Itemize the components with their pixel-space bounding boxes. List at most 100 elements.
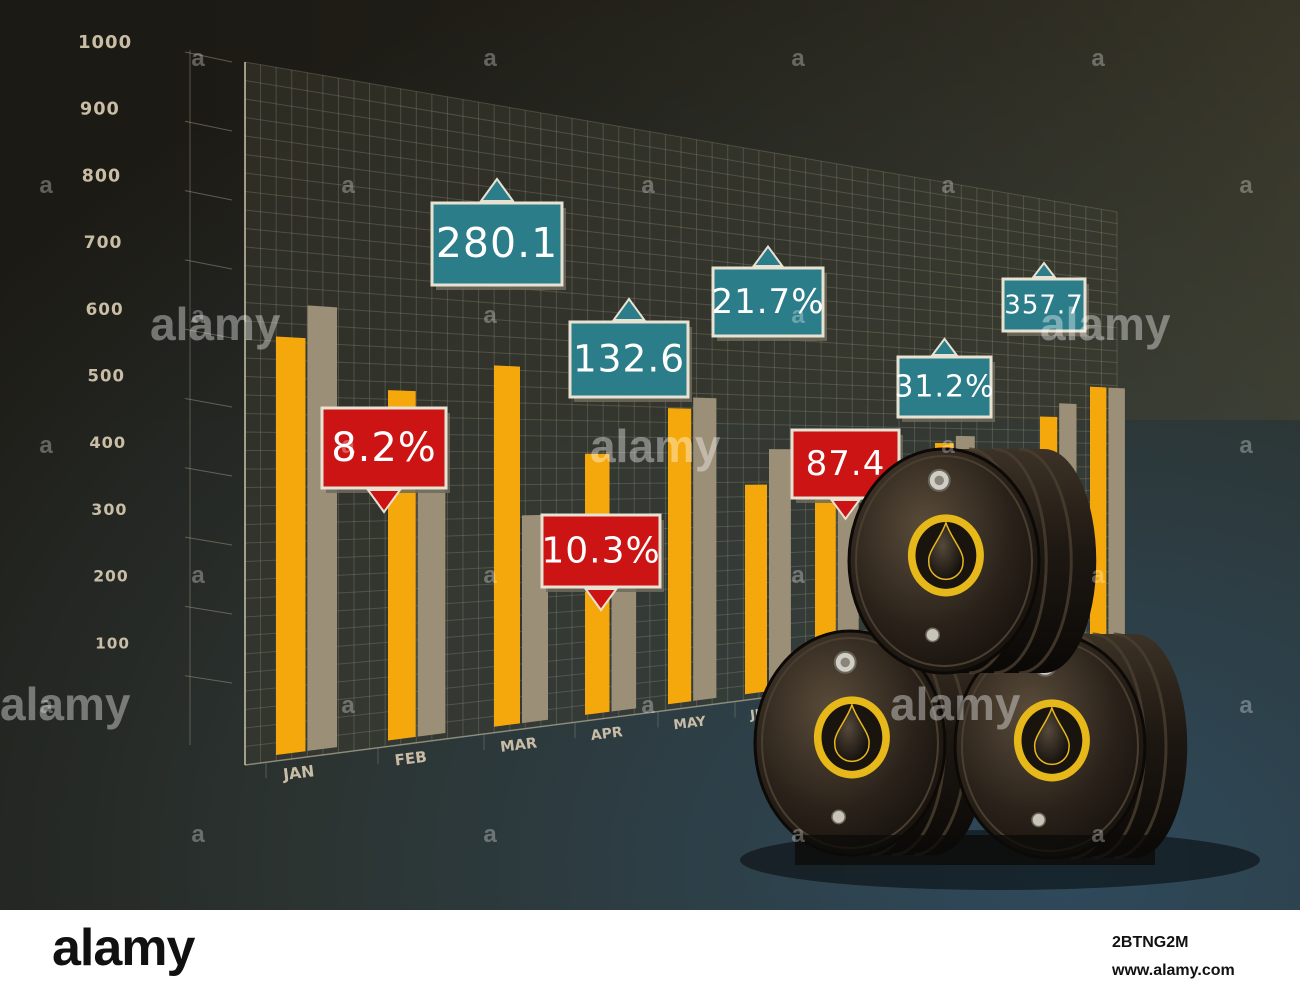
watermark-mark: a	[191, 302, 205, 329]
callout-value: 280.1	[436, 219, 558, 267]
watermark-mark: a	[191, 45, 205, 72]
watermark-mark: a	[341, 692, 355, 719]
bar-series-2	[417, 453, 446, 737]
x-category-label: FEB	[394, 748, 428, 770]
footer-url: www.alamy.com	[1112, 962, 1235, 979]
watermark-mark: a	[641, 172, 655, 199]
barrel-stand	[795, 835, 1155, 865]
callout-up: 31.2%	[894, 337, 995, 422]
oil-price-chart: 100 200 300 400 500 600 700 800 900 1000 JAN FEB MA…	[0, 0, 1300, 910]
y-tick-mark	[184, 536, 233, 546]
watermark-mark: a	[341, 172, 355, 199]
y-tick-mark	[184, 467, 233, 477]
grid-line	[244, 154, 1118, 271]
grid-line	[244, 228, 1118, 317]
oil-barrel-icon	[753, 629, 988, 857]
callout-box	[1001, 277, 1087, 333]
grid-line	[244, 80, 1118, 225]
watermark-mark: a	[39, 172, 53, 199]
arrow-down-icon	[583, 588, 619, 612]
arrow-up-icon	[611, 297, 647, 321]
arrow-up-icon	[1031, 261, 1057, 278]
callout-up: 357.7	[1001, 261, 1089, 336]
y-tick-mark	[184, 398, 233, 408]
bar-series-1	[276, 336, 306, 755]
y-tick-mark	[184, 190, 233, 201]
y-tick-label: 700	[84, 233, 123, 253]
callout-box	[320, 406, 448, 490]
callout-value: 10.3%	[541, 531, 660, 572]
bar-series-2	[611, 582, 637, 712]
watermark-mark: a	[39, 432, 53, 459]
oil-barrel-icon	[953, 632, 1188, 860]
oil-drop-icon	[834, 702, 870, 763]
watermark-mark: a	[39, 692, 53, 719]
watermark-mark: a	[941, 172, 955, 199]
callout-value: 21.7%	[711, 282, 824, 322]
watermark-mark: a	[191, 562, 205, 589]
grid-line	[244, 209, 1118, 306]
callout-down: 10.3%	[540, 513, 664, 612]
barrel-bung-inner	[840, 657, 850, 668]
grid-line	[244, 283, 1118, 352]
footer-bar: alamy 2BTNG2M www.alamy.com	[0, 910, 1300, 999]
callout-value: 31.2%	[894, 370, 994, 405]
callout-value: 357.7	[1004, 290, 1083, 320]
watermark-mark: a	[191, 821, 205, 848]
y-tick-label: 300	[91, 500, 127, 519]
arrow-down-icon	[829, 499, 862, 521]
callout-box	[896, 355, 993, 419]
y-tick-mark	[184, 675, 233, 684]
y-tick-label: 200	[93, 568, 129, 586]
callout-up: 21.7%	[711, 244, 827, 341]
oil-drop-icon	[928, 520, 964, 581]
barrel-vent	[925, 627, 940, 643]
watermark-mark: a	[1239, 172, 1253, 199]
callout-value: 8.2%	[331, 425, 437, 471]
x-category-label: APR	[590, 724, 624, 744]
watermark-text: alamy	[590, 420, 721, 472]
bar-series-2	[1108, 387, 1125, 648]
bar-series-2	[769, 449, 791, 692]
x-category-label: JAN	[281, 761, 315, 784]
y-tick-mark	[184, 259, 233, 270]
arrow-down-icon	[366, 489, 402, 514]
arrow-up-icon	[930, 337, 959, 356]
grid-line	[244, 265, 1118, 340]
barrel-rim	[855, 455, 1033, 667]
y-tick-mark	[184, 51, 233, 63]
watermark-text: alamy	[890, 678, 1021, 730]
watermark-mark: a	[1239, 692, 1253, 719]
y-tick-label: 100	[95, 634, 130, 652]
y-tick-mark	[184, 605, 233, 615]
watermark-mark: a	[941, 432, 955, 459]
footer-image-id: 2BTNG2M	[1112, 934, 1189, 951]
callout-box	[711, 266, 825, 338]
watermark-mark: a	[483, 821, 497, 848]
watermark-mark: a	[483, 562, 497, 589]
callout-value: 132.6	[573, 337, 685, 381]
y-tick-label: 1000	[78, 32, 132, 53]
watermark-text: alamy	[150, 298, 281, 350]
watermark-text: alamy	[1040, 298, 1171, 350]
arrow-up-icon	[479, 177, 515, 202]
watermark-mark: a	[791, 562, 805, 589]
y-tick-label: 900	[80, 100, 120, 120]
barrel-bung-inner	[934, 475, 944, 486]
watermark-mark: a	[483, 302, 497, 329]
grid-line	[244, 246, 1118, 329]
y-tick-label: 400	[89, 433, 126, 452]
y-tick-label: 800	[82, 166, 121, 186]
grid-line	[244, 172, 1118, 282]
watermark-mark: a	[1091, 821, 1105, 848]
callout-box	[540, 513, 662, 589]
x-category-label: MAR	[499, 735, 538, 755]
y-tick-label: 600	[86, 299, 124, 319]
watermark-mark: a	[483, 45, 497, 72]
y-tick-label: 500	[88, 367, 125, 386]
bar-series-1	[815, 454, 836, 686]
bar-series-1	[745, 484, 767, 695]
oil-drop-icon	[1034, 705, 1070, 766]
grid-line	[244, 117, 1118, 248]
y-tick-mark	[184, 328, 233, 339]
